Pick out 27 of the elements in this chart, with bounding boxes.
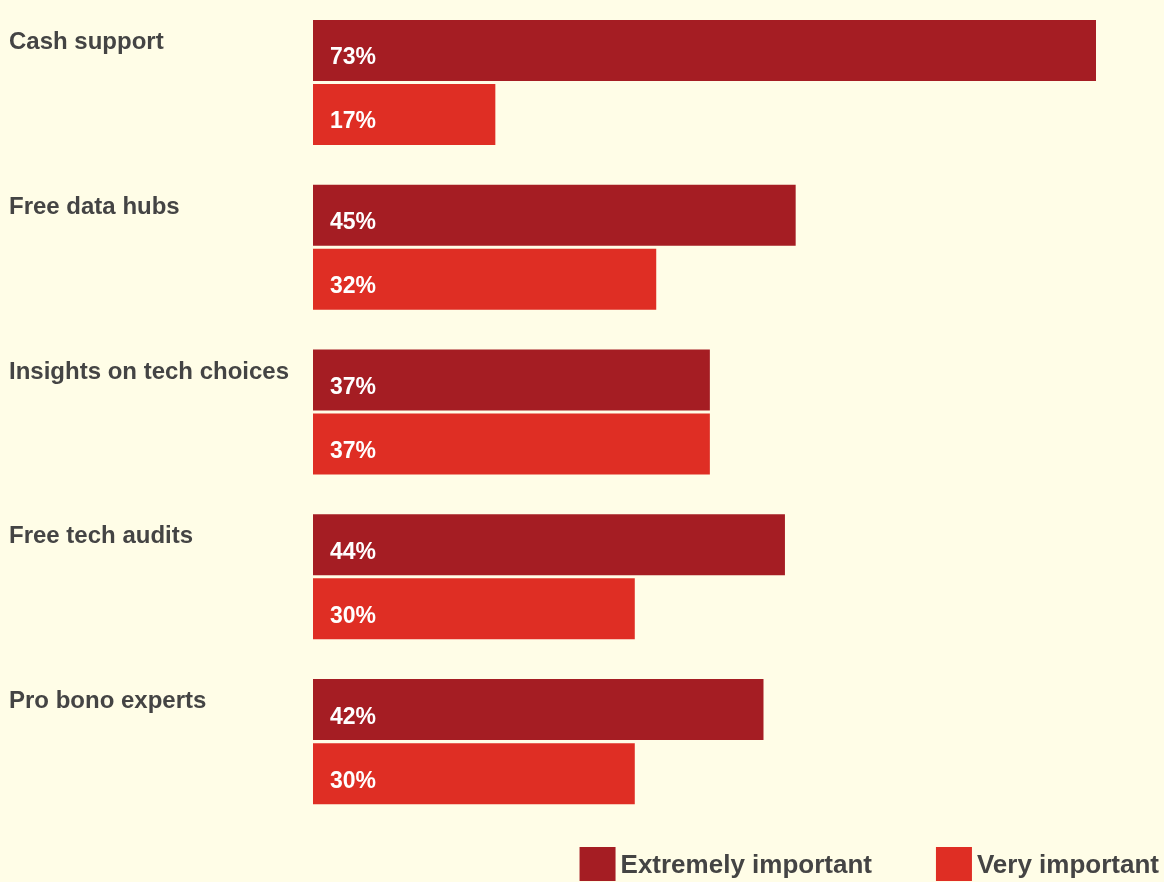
bar — [313, 83, 496, 145]
bar — [313, 248, 657, 310]
data-label: 30% — [330, 766, 377, 793]
bar — [313, 679, 764, 741]
data-label: 44% — [330, 537, 377, 564]
y-tick-label: Free data hubs — [9, 191, 180, 219]
bar — [313, 514, 785, 576]
bar — [313, 19, 1096, 81]
y-tick-label: Free tech audits — [9, 521, 194, 549]
bar — [313, 184, 796, 246]
data-label: 37% — [330, 437, 377, 464]
bar — [313, 413, 710, 475]
bar — [313, 743, 635, 805]
data-label: 42% — [330, 702, 377, 729]
data-label: 17% — [330, 107, 377, 134]
bar — [313, 578, 635, 640]
y-tick-label: Insights on tech choices — [9, 356, 290, 384]
legend-label: Extremely important — [620, 849, 873, 879]
y-tick-label: Cash support — [9, 26, 164, 54]
bar — [313, 349, 710, 411]
legend-label: Very important — [976, 849, 1160, 879]
data-label: 37% — [330, 372, 377, 399]
data-label: 73% — [330, 43, 377, 70]
data-label: 32% — [330, 272, 377, 299]
y-tick-label: Pro bono experts — [9, 686, 207, 714]
data-label: 30% — [330, 601, 377, 628]
data-label: 45% — [330, 208, 377, 235]
